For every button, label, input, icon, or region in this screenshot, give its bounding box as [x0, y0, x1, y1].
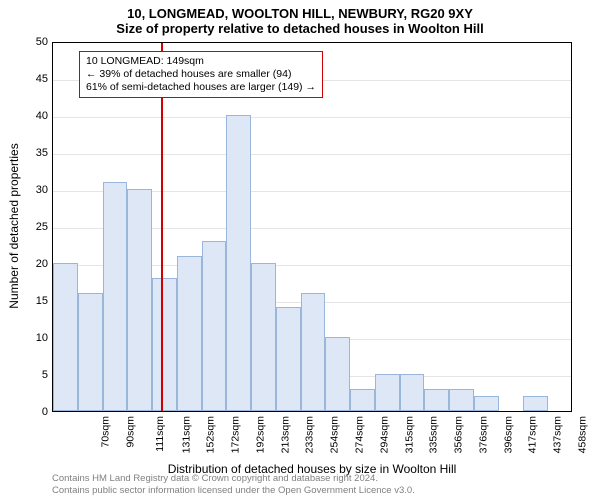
x-tick-label: 90sqm: [125, 416, 137, 448]
x-tick-label: 192sqm: [254, 416, 266, 453]
annotation-line3: 61% of semi-detached houses are larger (…: [86, 81, 316, 94]
histogram-bar: [301, 293, 326, 411]
x-tick-label: 152sqm: [205, 416, 217, 453]
histogram-bar: [276, 307, 301, 411]
footer-line2: Contains public sector information licen…: [52, 485, 572, 496]
title-address: 10, LONGMEAD, WOOLTON HILL, NEWBURY, RG2…: [0, 6, 600, 21]
y-tick-label: 20: [24, 258, 48, 270]
chart: 10 LONGMEAD: 149sqm ← 39% of detached ho…: [52, 42, 572, 412]
y-tick-label: 0: [24, 406, 48, 418]
y-axis-label: Number of detached properties: [7, 143, 21, 308]
histogram-bar: [78, 293, 103, 411]
x-tick-label: 70sqm: [100, 416, 112, 448]
x-tick-label: 396sqm: [502, 416, 514, 453]
histogram-bar: [251, 263, 276, 411]
plot-area: 10 LONGMEAD: 149sqm ← 39% of detached ho…: [52, 42, 572, 412]
histogram-bar: [523, 396, 548, 411]
histogram-bar: [226, 115, 251, 411]
histogram-bar: [152, 278, 177, 411]
histogram-bar: [449, 389, 474, 411]
x-tick-label: 458sqm: [576, 416, 588, 453]
annotation-box: 10 LONGMEAD: 149sqm ← 39% of detached ho…: [79, 51, 323, 98]
y-tick-label: 25: [24, 221, 48, 233]
y-tick-label: 35: [24, 147, 48, 159]
y-tick-label: 30: [24, 184, 48, 196]
footer: Contains HM Land Registry data © Crown c…: [52, 473, 572, 496]
title-block: 10, LONGMEAD, WOOLTON HILL, NEWBURY, RG2…: [0, 0, 600, 36]
annotation-line1: 10 LONGMEAD: 149sqm: [86, 55, 316, 68]
y-tick-label: 15: [24, 295, 48, 307]
x-tick-label: 356sqm: [452, 416, 464, 453]
title-subtitle: Size of property relative to detached ho…: [0, 21, 600, 36]
histogram-bar: [177, 256, 202, 411]
footer-line1: Contains HM Land Registry data © Crown c…: [52, 473, 572, 484]
x-tick-label: 172sqm: [230, 416, 242, 453]
histogram-bar: [474, 396, 499, 411]
histogram-bar: [127, 189, 152, 411]
y-tick-label: 5: [24, 369, 48, 381]
annotation-line2: ← 39% of detached houses are smaller (94…: [86, 68, 316, 81]
histogram-bar: [400, 374, 425, 411]
histogram-bar: [350, 389, 375, 411]
histogram-bar: [103, 182, 128, 411]
histogram-bar: [202, 241, 227, 411]
x-tick-label: 254sqm: [329, 416, 341, 453]
histogram-bar: [424, 389, 449, 411]
x-tick-label: 294sqm: [378, 416, 390, 453]
y-tick-label: 40: [24, 110, 48, 122]
y-tick-label: 10: [24, 332, 48, 344]
x-tick-label: 437sqm: [551, 416, 563, 453]
x-tick-label: 111sqm: [154, 416, 166, 452]
x-tick-label: 274sqm: [353, 416, 365, 453]
y-tick-label: 50: [24, 36, 48, 48]
histogram-bar: [375, 374, 400, 411]
x-tick-label: 213sqm: [279, 416, 291, 453]
histogram-bar: [53, 263, 78, 411]
x-tick-label: 417sqm: [527, 416, 539, 453]
x-tick-label: 315sqm: [403, 416, 415, 453]
x-tick-label: 376sqm: [477, 416, 489, 453]
x-tick-label: 131sqm: [180, 416, 192, 453]
y-tick-label: 45: [24, 73, 48, 85]
x-tick-label: 233sqm: [304, 416, 316, 453]
histogram-bar: [325, 337, 350, 411]
x-tick-label: 335sqm: [428, 416, 440, 453]
